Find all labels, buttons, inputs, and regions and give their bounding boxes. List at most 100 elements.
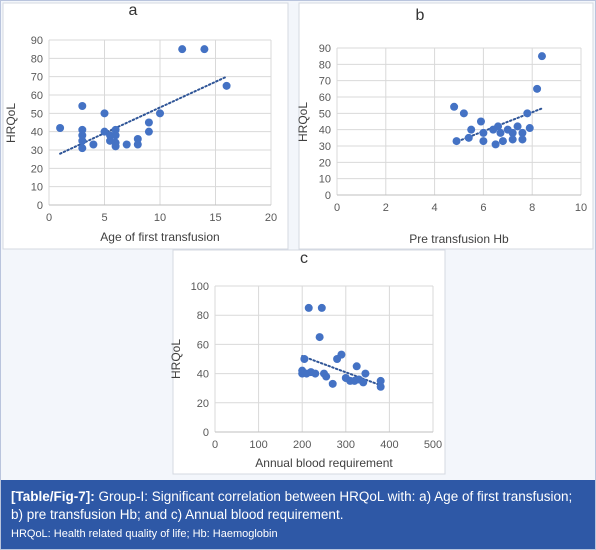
caption-text: Group-I: Significant correlation between… [11, 489, 573, 522]
data-point [513, 122, 522, 131]
data-point [496, 128, 505, 137]
data-point [337, 350, 346, 359]
data-point [122, 140, 131, 149]
x-axis-label: Age of first transfusion [100, 230, 219, 244]
data-point [78, 131, 87, 140]
x-tick-label: 500 [424, 439, 442, 451]
data-point [476, 117, 485, 126]
y-tick-label: 60 [319, 92, 331, 104]
panel-background [2, 2, 289, 250]
y-tick-label: 50 [319, 108, 331, 120]
panel-background [172, 249, 446, 475]
caption-label: [Table/Fig-7]: [11, 489, 95, 504]
x-axis-label: Annual blood requirement [255, 456, 393, 470]
data-point [376, 382, 385, 391]
x-tick-label: 15 [209, 212, 221, 224]
data-point [491, 140, 500, 149]
chart-panel-a: a 0 10 20 30 40 50 60 70 80 90 0 5 10 15 20 Age of first… [2, 2, 289, 250]
data-point [498, 137, 507, 146]
data-point [508, 135, 517, 144]
x-tick-label: 10 [154, 212, 166, 224]
trendline [301, 355, 382, 387]
data-point [111, 131, 120, 140]
chart-panel-b: b 0 10 20 30 40 50 60 70 80 90 0 2 4 6 8 10 Pre transfusi… [296, 2, 594, 250]
y-tick-label: 20 [319, 157, 331, 169]
data-point [518, 128, 527, 137]
data-point [144, 127, 153, 136]
data-point [523, 109, 532, 118]
y-tick-label: 10 [319, 174, 331, 186]
data-point [89, 140, 98, 149]
panel-letter: b [416, 7, 425, 24]
x-tick-label: 200 [293, 439, 311, 451]
data-point [200, 45, 209, 54]
x-tick-label: 8 [529, 202, 535, 214]
y-tick-label: 80 [319, 59, 331, 71]
data-point [322, 372, 331, 381]
data-point [56, 124, 65, 132]
data-point [450, 102, 459, 111]
x-tick-label: 4 [432, 202, 438, 214]
y-tick-label: 50 [31, 108, 43, 120]
data-point [467, 125, 476, 134]
y-tick-label: 40 [319, 125, 331, 137]
x-tick-label: 0 [212, 439, 218, 451]
x-tick-label: 6 [480, 202, 486, 214]
x-axis-label: Pre transfusion Hb [409, 232, 509, 246]
panel-letter: c [300, 250, 308, 267]
x-tick-label: 20 [265, 212, 277, 224]
y-tick-label: 30 [319, 141, 331, 153]
data-point [508, 128, 517, 137]
y-tick-label: 0 [37, 200, 43, 212]
panel-background [298, 2, 594, 250]
x-tick-label: 5 [101, 212, 107, 224]
data-point [133, 135, 142, 143]
x-tick-label: 300 [337, 439, 355, 451]
y-tick-label: 70 [319, 76, 331, 88]
y-tick-label: 40 [31, 127, 43, 139]
data-point [359, 378, 368, 387]
data-point [317, 303, 326, 312]
data-point [78, 136, 87, 145]
data-point [479, 128, 488, 137]
y-tick-label: 80 [197, 310, 209, 322]
data-point [494, 122, 503, 131]
data-point [525, 124, 534, 133]
data-point [78, 144, 87, 153]
data-point [111, 142, 120, 151]
data-point [518, 135, 527, 144]
data-point [78, 125, 87, 134]
y-tick-label: 40 [197, 369, 209, 381]
data-point [315, 333, 324, 342]
data-point [352, 362, 361, 371]
y-axis-label: HRQoL [296, 102, 310, 142]
data-point [222, 81, 231, 90]
data-point [133, 140, 142, 149]
data-point [537, 52, 546, 61]
y-tick-label: 80 [31, 53, 43, 65]
y-tick-label: 0 [203, 427, 209, 439]
panel-letter: a [129, 2, 138, 19]
y-axis-label: HRQoL [4, 103, 18, 143]
data-point [111, 125, 120, 134]
data-point [300, 355, 309, 363]
data-point [106, 131, 115, 140]
x-tick-label: 0 [334, 202, 340, 214]
y-tick-label: 20 [197, 398, 209, 410]
y-tick-label: 30 [31, 145, 43, 157]
data-point [533, 84, 542, 93]
y-tick-label: 60 [31, 90, 43, 102]
y-tick-label: 90 [319, 43, 331, 55]
data-point [304, 303, 313, 312]
y-tick-label: 20 [31, 163, 43, 175]
x-tick-label: 10 [575, 202, 587, 214]
data-point [328, 379, 337, 388]
chart-panel-c: c 0 20 40 60 80 100 0 100 200 300 400 500 Annual bloo… [169, 249, 446, 475]
y-tick-label: 100 [191, 281, 209, 293]
x-tick-label: 2 [383, 202, 389, 214]
data-point [311, 369, 320, 378]
data-point [156, 109, 164, 118]
y-tick-label: 70 [31, 72, 43, 84]
